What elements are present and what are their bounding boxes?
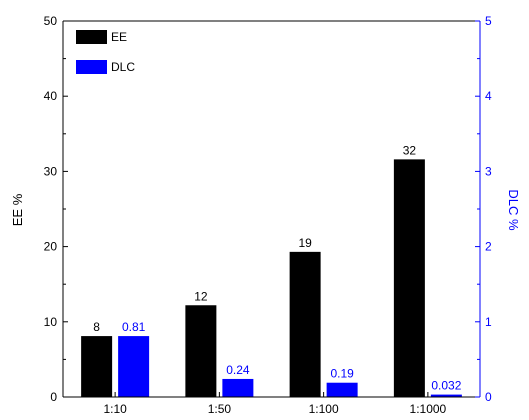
value-label-ee-0: 8 — [93, 320, 100, 334]
value-labels: 8 0.81 12 0.24 19 0.19 32 0.032 — [93, 143, 461, 392]
legend-label-ee: EE — [111, 30, 127, 44]
y-tick-label-right-3: 3 — [485, 164, 492, 178]
value-label-dlc-0: 0.81 — [122, 320, 146, 334]
x-tick-label-0: 1:10 — [103, 402, 127, 416]
bar-dlc-0 — [118, 336, 150, 397]
y-tick-label-left-4: 40 — [44, 89, 58, 103]
bar-ee-1 — [185, 305, 217, 397]
bar-dlc-1 — [222, 378, 254, 397]
bar-dlc-3 — [430, 394, 462, 397]
value-label-ee-1: 12 — [194, 289, 208, 303]
value-label-ee-2: 19 — [298, 236, 312, 250]
x-tick-label-1: 1:50 — [208, 402, 232, 416]
legend-swatch-dlc — [76, 60, 107, 74]
y-tick-label-right-5: 5 — [485, 14, 492, 28]
y-tick-label-right-0: 0 — [485, 390, 492, 404]
y-tick-label-left-1: 10 — [44, 315, 58, 329]
y-tick-label-left-5: 50 — [44, 14, 58, 28]
y-tick-label-left-0: 0 — [50, 390, 57, 404]
x-tick-label-3: 1:1000 — [410, 402, 447, 416]
y-tick-label-left-3: 30 — [44, 164, 58, 178]
x-tick-label-2: 1:100 — [309, 402, 339, 416]
bar-ee-3 — [393, 159, 425, 397]
bars — [81, 159, 462, 397]
bar-ee-2 — [289, 251, 321, 397]
y-tick-label-right-2: 2 — [485, 240, 492, 254]
value-label-dlc-2: 0.19 — [330, 367, 354, 381]
legend: EE DLC — [76, 30, 135, 74]
y-axis-title-left: EE % — [10, 193, 25, 226]
value-label-ee-3: 32 — [403, 143, 417, 157]
y-tick-label-left-2: 20 — [44, 240, 58, 254]
bar-dlc-2 — [326, 382, 358, 397]
y-tick-label-right-1: 1 — [485, 315, 492, 329]
legend-label-dlc: DLC — [111, 60, 135, 74]
legend-swatch-ee — [76, 30, 107, 44]
value-label-dlc-1: 0.24 — [226, 363, 250, 377]
y-tick-label-right-4: 4 — [485, 89, 492, 103]
bar-ee-0 — [81, 336, 113, 397]
value-label-dlc-3: 0.032 — [431, 379, 461, 393]
y-axis-title-right: DLC % — [506, 189, 521, 231]
